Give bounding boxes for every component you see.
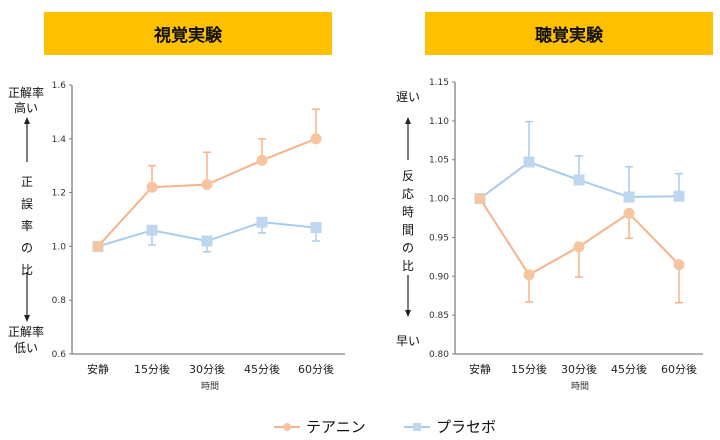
series-placebo [474,120,685,205]
left-bottom-label-1: 正解率 [8,324,44,339]
x-tick-label: 30分後 [189,362,225,376]
y-tick-label: 1.15 [429,78,449,88]
legend-item-placebo: プラセボ [404,416,496,437]
x-tick-label: 安静 [87,362,109,376]
square-marker [413,422,421,431]
up-arrow-icon-right [405,117,411,124]
data-point-square [623,191,635,203]
vertical-label-char: 比 [21,263,33,277]
y-tick-label: 1.6 [52,81,67,91]
x-tick-label: 15分後 [511,362,547,376]
x-tick-label: 45分後 [611,362,647,376]
vertical-label-char: 率 [21,218,33,233]
data-point-circle [623,207,635,219]
y-tick-label: 0.90 [429,272,449,282]
y-tick-label: 0.95 [429,233,449,243]
data-point-circle [256,154,268,166]
square-marker-icon [404,421,430,433]
legend-label-theanine: テアニン [306,418,366,436]
vertical-label-char: 正 [21,175,33,189]
data-point-circle [201,179,213,191]
vertical-label-char: の [21,241,33,255]
x-tick-label: 60分後 [298,362,334,376]
x-tick-label: 15分後 [134,362,170,376]
data-point-circle [146,181,158,193]
auditory-experiment-title: 聴覚実験 [425,12,713,55]
data-point-square [256,216,268,228]
series-theanine [474,193,685,304]
x-axis-title: 時間 [571,381,589,392]
x-axis-title: 時間 [201,381,219,392]
y-tick-label: 0.6 [52,350,67,360]
data-point-circle [573,241,585,253]
data-point-square [201,235,213,247]
data-point-circle [523,269,535,281]
circle-marker-icon [274,421,300,433]
left-top-label-2: 高い [14,100,38,115]
x-tick-label: 45分後 [244,362,280,376]
vertical-label-char: 応 [402,187,414,201]
y-tick-label: 0.80 [429,350,449,360]
x-tick-label: 30分後 [561,362,597,376]
y-tick-label: 0.8 [52,296,67,306]
y-tick-label: 0.85 [429,311,449,321]
left-top-label-1: 正解率 [8,85,44,100]
auditory-experiment-chart: 0.80 0.85 0.90 0.95 1.00 1.05 1.10 1.15 安静 15分後 30… [429,78,703,392]
y-tick-label: 1.05 [429,156,449,166]
right-bottom-label: 早い [396,334,420,348]
y-tick-label: 1.10 [429,117,449,127]
series-placebo [92,216,322,253]
y-tick-label: 1.00 [429,195,449,205]
down-arrow-icon [24,315,30,322]
data-point-circle [92,240,104,252]
y-tick-label: 1.2 [52,189,66,199]
data-point-square [146,224,158,236]
vertical-label-char: の [402,241,414,255]
vertical-label-char: 時 [402,205,414,219]
data-point-circle [673,259,685,271]
right-top-label: 遅い [396,90,420,104]
data-point-circle [310,133,322,145]
y-tick-label: 1.4 [52,135,67,145]
legend-item-theanine: テアニン [274,416,366,437]
x-tick-label: 安静 [469,362,491,376]
data-point-square [573,174,585,186]
vertical-label-char: 誤 [21,196,33,211]
data-point-square [310,222,322,234]
vertical-label-char: 反 [402,169,414,183]
legend-label-placebo: プラセボ [436,418,497,436]
data-point-circle [474,193,486,205]
up-arrow-icon [24,117,30,124]
data-point-square [523,156,535,168]
data-point-square [673,190,685,202]
x-tick-label: 60分後 [661,362,697,376]
y-tick-label: 1.0 [52,242,67,252]
down-arrow-icon-right [405,310,411,317]
series-theanine [92,108,322,252]
visual-experiment-title: 視覚実験 [44,12,332,55]
vertical-label-char: 間 [402,223,414,237]
left-bottom-label-2: 低い [14,341,38,355]
vertical-label-char: 比 [402,259,414,273]
circle-marker [283,422,291,431]
